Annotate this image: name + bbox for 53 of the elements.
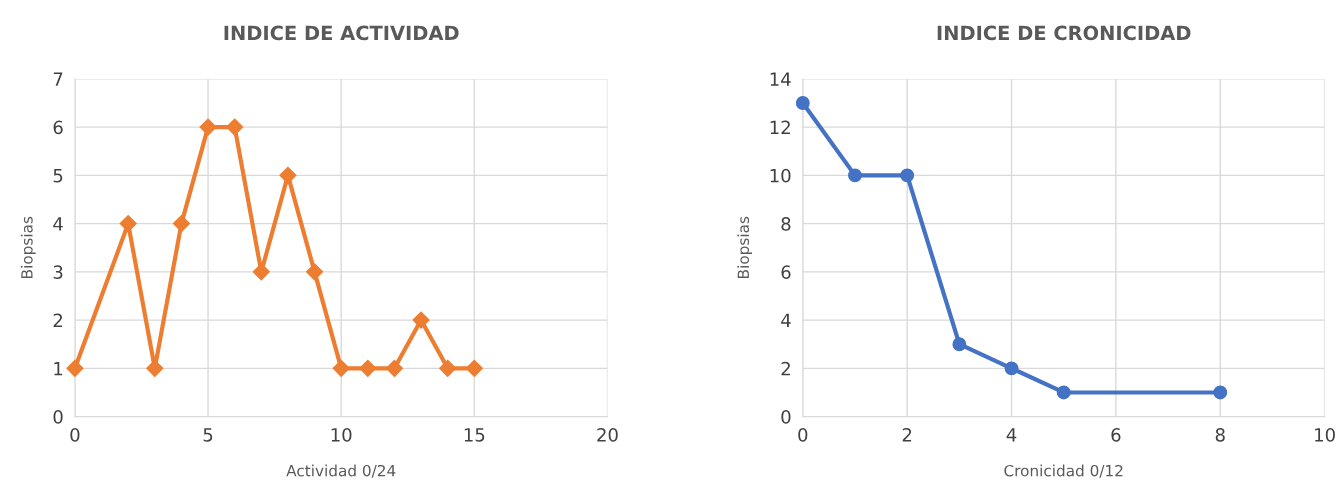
y-axis-title: Biopsias	[20, 216, 36, 278]
point	[119, 215, 137, 233]
x-tick-label: 5	[203, 428, 213, 442]
point	[199, 118, 217, 136]
y-tick-label: 7	[53, 72, 63, 86]
x-axis-title: Actividad 0/24	[286, 464, 396, 478]
point	[1056, 385, 1071, 400]
y-tick-label: 10	[770, 168, 791, 183]
x-tick-label: 0	[798, 428, 808, 442]
y-tick-label: 0	[53, 410, 63, 424]
point	[900, 168, 915, 183]
y-axis-title: Biopsias	[737, 216, 753, 278]
x-tick-label: 4	[1006, 428, 1017, 442]
y-tick-label: 1	[54, 362, 63, 376]
point	[332, 359, 350, 377]
point	[465, 359, 483, 377]
point	[306, 263, 324, 281]
x-tick-label: 6	[1111, 428, 1121, 442]
x-tick-label: 15	[464, 428, 485, 442]
y-tick-label: 4	[53, 217, 63, 231]
point	[279, 166, 297, 184]
point	[172, 215, 190, 233]
y-tick-label: 12	[770, 120, 790, 134]
x-tick-label: 2	[902, 428, 912, 442]
chart-title: INDICE DE CRONICIDAD	[937, 25, 1191, 41]
y-tick-label: 14	[770, 72, 791, 86]
y-tick-label: 2	[53, 313, 63, 327]
point	[385, 359, 403, 377]
chart-title: INDICE DE ACTIVIDAD	[224, 25, 459, 41]
x-tick-label: 8	[1215, 428, 1225, 442]
x-tick-label: 0	[70, 428, 80, 442]
point	[795, 96, 810, 110]
x-tick-label: 20	[597, 428, 618, 442]
x-tick-label: 10	[1315, 428, 1335, 442]
point	[1004, 361, 1019, 376]
point	[1213, 385, 1228, 400]
y-tick-label: 5	[53, 169, 63, 183]
point	[66, 359, 84, 377]
y-tick-label: 8	[781, 217, 791, 231]
point	[952, 337, 967, 352]
y-tick-label: 6	[781, 265, 791, 279]
y-tick-label: 0	[781, 410, 791, 424]
point	[848, 168, 862, 183]
x-axis-title: Cronicidad 0/12	[1004, 464, 1123, 478]
point	[412, 311, 430, 329]
y-tick-label: 2	[781, 361, 790, 376]
point	[226, 118, 244, 136]
point	[359, 359, 377, 377]
x-tick-label: 10	[331, 428, 352, 442]
y-tick-label: 3	[53, 265, 63, 279]
y-tick-label: 6	[53, 120, 63, 135]
point	[439, 359, 457, 377]
y-tick-label: 4	[781, 313, 791, 327]
